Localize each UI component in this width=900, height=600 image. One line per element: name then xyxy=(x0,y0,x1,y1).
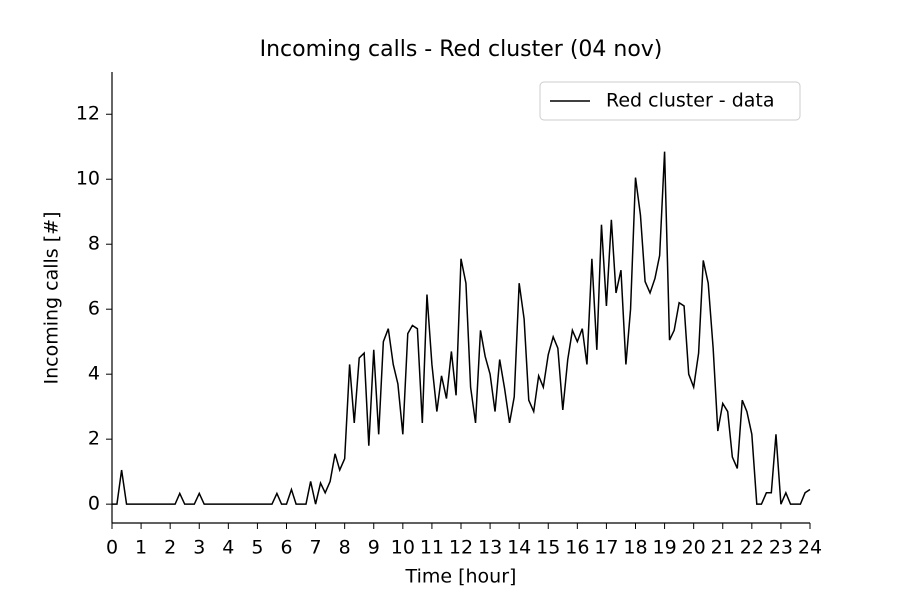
x-tick-label: 19 xyxy=(652,537,676,559)
x-tick-label: 15 xyxy=(536,537,560,559)
x-tick-label: 18 xyxy=(623,537,647,559)
x-tick-label: 8 xyxy=(339,537,351,559)
x-tick-label: 9 xyxy=(368,537,380,559)
x-tick-label: 10 xyxy=(391,537,415,559)
x-tick-label: 4 xyxy=(222,537,234,559)
x-tick-label: 20 xyxy=(682,537,706,559)
x-tick-label: 6 xyxy=(280,537,292,559)
x-tick-label: 13 xyxy=(478,537,502,559)
legend-label: Red cluster - data xyxy=(606,90,775,112)
x-tick-label: 5 xyxy=(251,537,263,559)
x-tick-label: 3 xyxy=(193,537,205,559)
x-tick-label: 17 xyxy=(594,537,618,559)
y-axis-label: Incoming calls [#] xyxy=(41,212,63,385)
x-tick-label: 21 xyxy=(711,537,735,559)
y-tick-label: 2 xyxy=(88,428,100,450)
x-tick-label: 7 xyxy=(310,537,322,559)
y-tick-label: 6 xyxy=(88,298,100,320)
x-tick-label: 1 xyxy=(135,537,147,559)
x-tick-label: 22 xyxy=(740,537,764,559)
y-tick-label: 10 xyxy=(76,168,100,190)
data-line xyxy=(112,151,811,505)
y-tick-label: 8 xyxy=(88,233,100,255)
chart-title: Incoming calls - Red cluster (04 nov) xyxy=(260,37,663,62)
x-tick-label: 2 xyxy=(164,537,176,559)
x-tick-label: 24 xyxy=(798,537,822,559)
y-tick-label: 0 xyxy=(88,493,100,515)
y-tick-label: 12 xyxy=(76,103,100,125)
legend-box xyxy=(539,81,801,121)
x-tick-label: 12 xyxy=(449,537,473,559)
x-tick-label: 16 xyxy=(565,537,589,559)
x-tick-label: 14 xyxy=(507,537,531,559)
y-tick-label: 4 xyxy=(88,363,100,385)
x-tick-label: 0 xyxy=(106,537,118,559)
x-tick-label: 11 xyxy=(420,537,444,559)
x-axis-label: Time [hour] xyxy=(405,566,517,588)
x-tick-label: 23 xyxy=(769,537,793,559)
